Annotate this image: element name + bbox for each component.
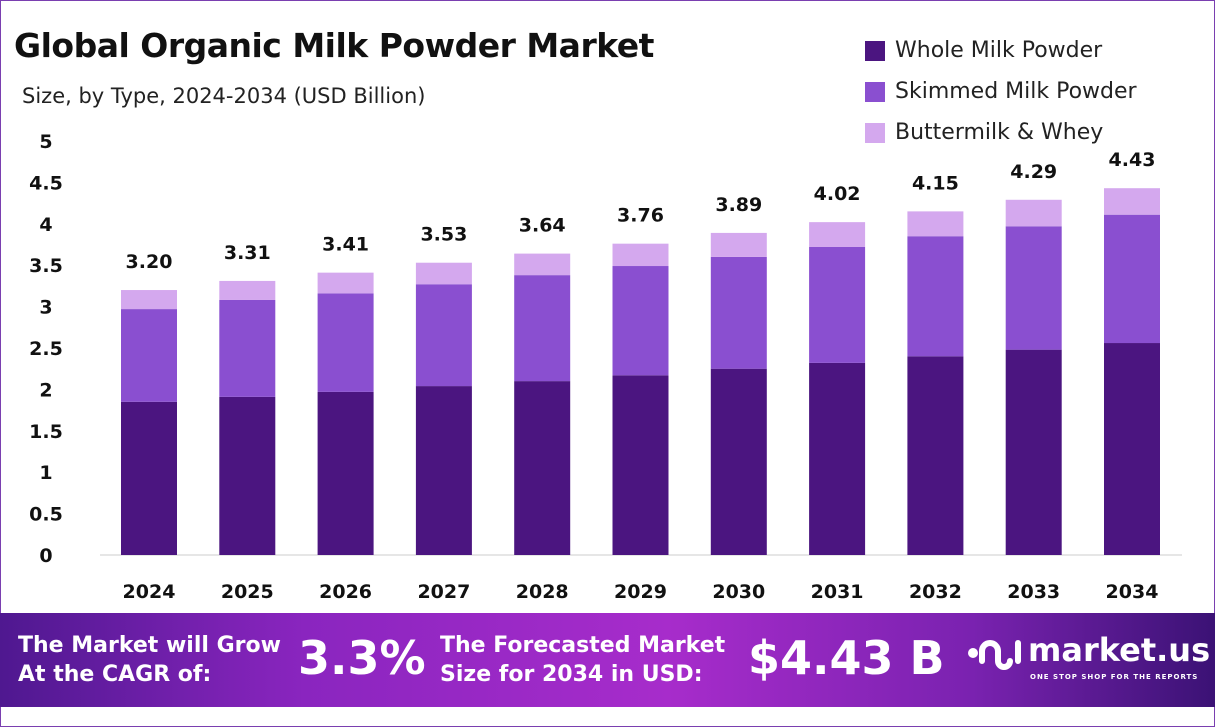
data-label: 4.02 bbox=[814, 183, 861, 205]
bar-segment-skimmed-milk-powder bbox=[907, 236, 964, 357]
legend-swatch bbox=[865, 122, 885, 143]
bar-segment-whole-milk-powder bbox=[121, 401, 177, 555]
x-tick-label: 2030 bbox=[712, 581, 765, 603]
bar-segment-whole-milk-powder bbox=[809, 362, 866, 555]
x-tick-label: 2029 bbox=[614, 581, 667, 603]
y-tick-label: 0 bbox=[39, 545, 52, 567]
bar-segment-whole-milk-powder bbox=[415, 386, 472, 555]
data-label: 3.31 bbox=[224, 242, 271, 264]
bar-segment-whole-milk-powder bbox=[514, 381, 571, 555]
data-label: 3.41 bbox=[322, 234, 369, 256]
y-tick-label: 2 bbox=[39, 379, 52, 401]
data-label: 3.64 bbox=[519, 215, 566, 237]
x-tick-label: 2026 bbox=[319, 581, 372, 603]
cagr-label-line: The Market will Grow bbox=[18, 633, 281, 658]
bar-segment-skimmed-milk-powder bbox=[809, 246, 866, 363]
x-tick-label: 2032 bbox=[909, 581, 962, 603]
bar-segment-whole-milk-powder bbox=[1005, 349, 1062, 555]
bar-segment-skimmed-milk-powder bbox=[1104, 214, 1160, 344]
bar-segment-buttermilk-whey bbox=[710, 232, 767, 257]
legend-label: Buttermilk & Whey bbox=[895, 120, 1104, 145]
bar-segment-buttermilk-whey bbox=[1104, 188, 1160, 215]
bar-segment-whole-milk-powder bbox=[1104, 343, 1160, 555]
y-tick-label: 2.5 bbox=[29, 338, 63, 360]
bar-segment-buttermilk-whey bbox=[907, 211, 964, 237]
bar-segment-buttermilk-whey bbox=[1005, 199, 1062, 227]
legend-item-skimmed-milk: Skimmed Milk Powder bbox=[865, 71, 1137, 112]
bar-segment-skimmed-milk-powder bbox=[121, 309, 177, 402]
bar-segment-buttermilk-whey bbox=[317, 272, 374, 294]
chart-subtitle: Size, by Type, 2024-2034 (USD Billion) bbox=[22, 84, 426, 108]
legend-swatch bbox=[865, 40, 885, 61]
x-tick-label: 2031 bbox=[811, 581, 864, 603]
market-us-logo: market.us ONE STOP SHOP FOR THE REPORTS bbox=[966, 631, 1210, 681]
bar-segment-skimmed-milk-powder bbox=[612, 266, 669, 376]
y-tick-label: 4 bbox=[39, 214, 52, 236]
data-label: 3.20 bbox=[126, 251, 173, 273]
data-label: 4.43 bbox=[1109, 149, 1156, 171]
bar-segment-whole-milk-powder bbox=[907, 356, 964, 555]
y-tick-label: 1 bbox=[39, 462, 52, 484]
cagr-label: The Market will Grow At the CAGR of: bbox=[18, 631, 281, 689]
y-tick-label: 3 bbox=[39, 297, 52, 319]
data-label: 3.76 bbox=[617, 205, 664, 227]
bar-chart: 0 0.5 1 1.5 2 2.5 3 3.5 4 4.5 5 3.20 2024 3.31 2025 3.4… bbox=[29, 131, 1182, 603]
bar-segment-whole-milk-powder bbox=[612, 375, 669, 555]
y-tick-label: 3.5 bbox=[29, 255, 63, 277]
logo-icon bbox=[968, 640, 1021, 670]
logo-name: market.us bbox=[1028, 631, 1211, 669]
bar-segment-whole-milk-powder bbox=[710, 368, 767, 555]
bar-segment-skimmed-milk-powder bbox=[317, 293, 374, 392]
bar-segment-buttermilk-whey bbox=[514, 253, 571, 276]
y-tick-label: 4.5 bbox=[29, 172, 63, 194]
x-tick-label: 2024 bbox=[123, 581, 176, 603]
data-label: 3.53 bbox=[420, 224, 467, 246]
data-label: 3.89 bbox=[715, 194, 762, 216]
bar-segment-buttermilk-whey bbox=[612, 243, 669, 267]
bar-segment-whole-milk-powder bbox=[317, 391, 374, 555]
data-label: 4.29 bbox=[1010, 161, 1057, 183]
bar-segment-skimmed-milk-powder bbox=[415, 284, 472, 387]
legend: Whole Milk Powder Skimmed Milk Powder Bu… bbox=[865, 30, 1137, 153]
data-label: 4.15 bbox=[912, 172, 959, 194]
bar-segment-buttermilk-whey bbox=[121, 290, 177, 310]
chart-title: Global Organic Milk Powder Market bbox=[14, 26, 654, 65]
legend-label: Skimmed Milk Powder bbox=[895, 79, 1137, 104]
bar-segment-buttermilk-whey bbox=[809, 222, 866, 247]
legend-label: Whole Milk Powder bbox=[895, 38, 1103, 63]
bar-segment-skimmed-milk-powder bbox=[1005, 226, 1062, 350]
x-tick-label: 2027 bbox=[417, 581, 470, 603]
bar-segment-skimmed-milk-powder bbox=[219, 299, 276, 397]
forecast-label-line: Size for 2034 in USD: bbox=[440, 662, 703, 687]
x-tick-label: 2034 bbox=[1106, 581, 1159, 603]
forecast-value: $4.43 B bbox=[748, 631, 945, 685]
bar-segment-buttermilk-whey bbox=[415, 262, 472, 285]
forecast-label: The Forecasted Market Size for 2034 in U… bbox=[440, 631, 725, 689]
forecast-label-line: The Forecasted Market bbox=[440, 633, 726, 658]
bar-segment-buttermilk-whey bbox=[219, 280, 276, 300]
bar-segment-skimmed-milk-powder bbox=[710, 256, 767, 369]
legend-item-whole-milk: Whole Milk Powder bbox=[865, 30, 1137, 71]
x-tick-label: 2028 bbox=[516, 581, 569, 603]
logo-tagline: ONE STOP SHOP FOR THE REPORTS bbox=[1030, 673, 1199, 681]
y-tick-label: 0.5 bbox=[29, 504, 63, 526]
summary-banner: The Market will Grow At the CAGR of: 3.3… bbox=[0, 613, 1215, 707]
bar-segment-whole-milk-powder bbox=[219, 396, 276, 555]
cagr-value: 3.3% bbox=[298, 631, 426, 685]
x-tick-label: 2033 bbox=[1007, 581, 1060, 603]
cagr-label-line: At the CAGR of: bbox=[18, 662, 212, 687]
y-tick-label: 1.5 bbox=[29, 421, 63, 443]
bar-segment-skimmed-milk-powder bbox=[514, 275, 571, 382]
legend-item-buttermilk: Buttermilk & Whey bbox=[865, 112, 1137, 153]
legend-swatch bbox=[865, 81, 885, 102]
y-tick-label: 5 bbox=[39, 131, 52, 153]
x-tick-label: 2025 bbox=[221, 581, 274, 603]
